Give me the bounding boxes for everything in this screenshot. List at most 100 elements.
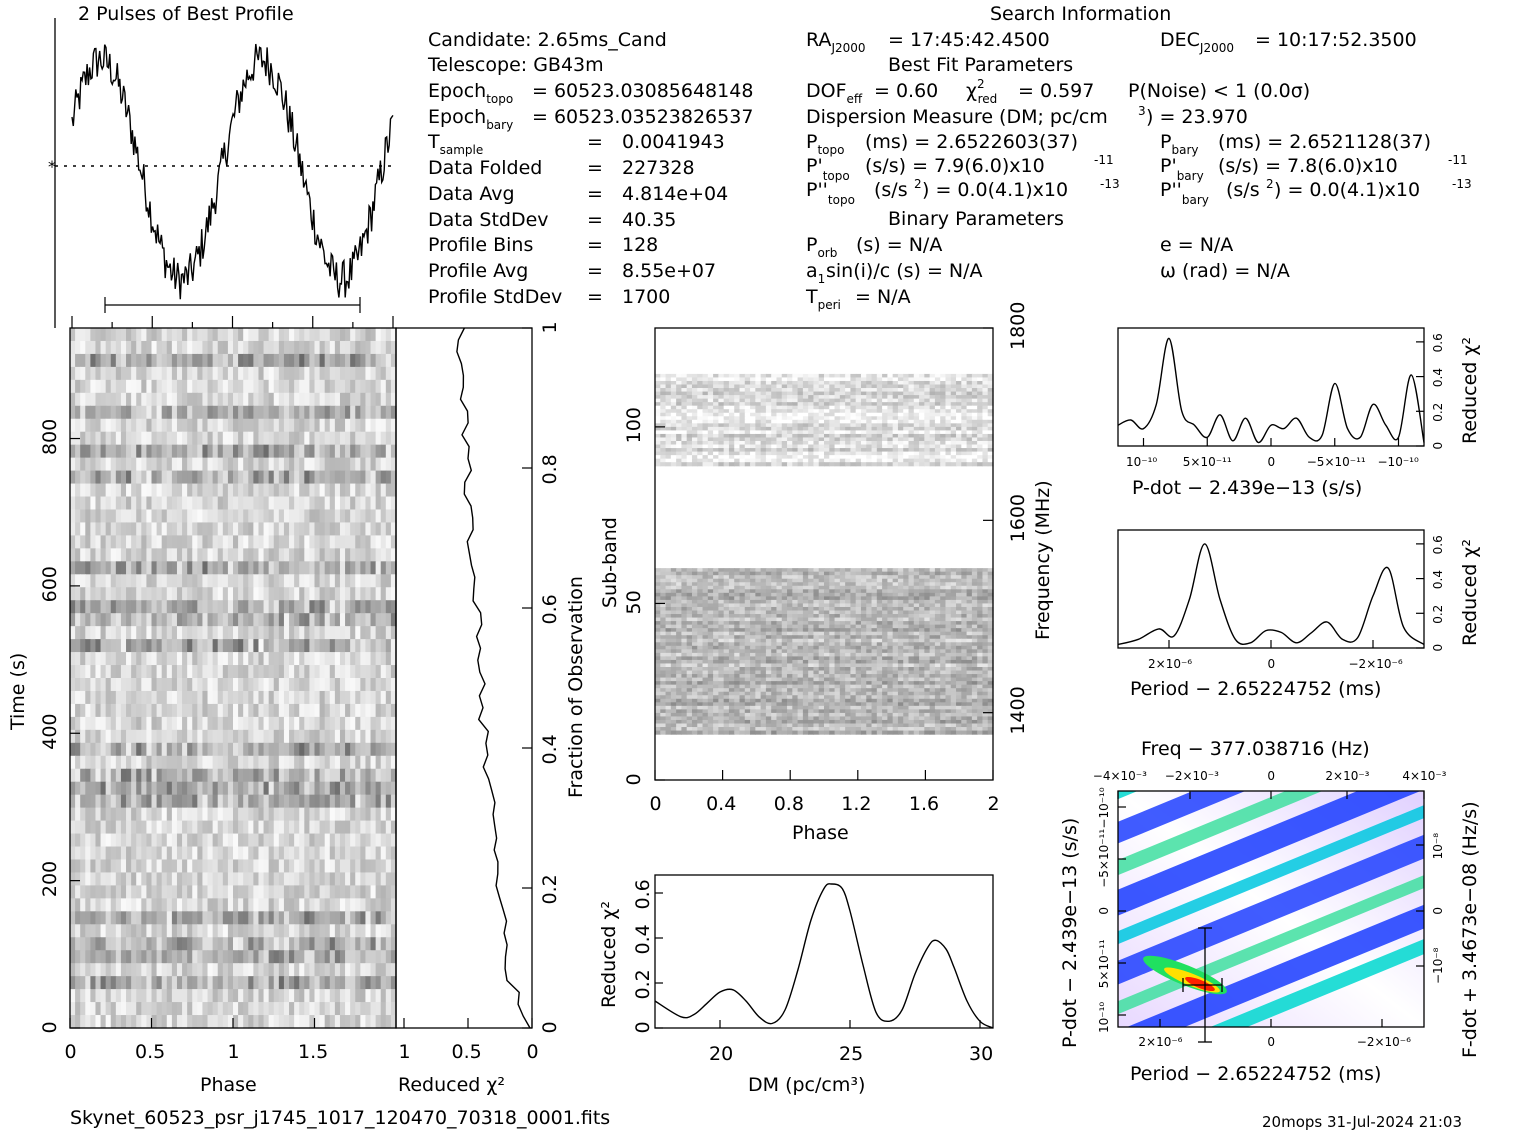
heatmap-cell: [924, 398, 931, 403]
heatmap-cell: [156, 898, 163, 912]
heatmap-cell: [115, 665, 122, 679]
heatmap-cell: [253, 328, 260, 342]
heatmap-cell: [390, 846, 397, 861]
heatmap-cell: [120, 690, 127, 705]
heatmap-cell: [243, 898, 249, 912]
heatmap-cell: [217, 340, 224, 355]
heatmap-cell: [390, 405, 397, 420]
heatmap-cell: [80, 911, 86, 925]
heatmap-cell: [182, 794, 188, 809]
heatmap-cell: [940, 398, 947, 403]
heatmap-cell: [309, 522, 316, 536]
heatmap-cell: [744, 384, 751, 389]
heatmap-cell: [278, 989, 285, 1003]
heatmap-cell: [787, 423, 793, 428]
heatmap-cell: [360, 379, 367, 394]
heatmap-cell: [771, 444, 778, 449]
heatmap-cell: [829, 398, 836, 403]
heatmap-cell: [187, 470, 193, 485]
heatmap-cell: [141, 496, 147, 511]
heatmap-cell: [192, 703, 198, 718]
heatmap-cell: [100, 846, 107, 861]
heatmap-cell: [665, 398, 672, 403]
heatmap-cell: [126, 729, 132, 744]
heatmap-cell: [299, 976, 305, 990]
heatmap-cell: [787, 373, 793, 379]
heatmap-cell: [85, 898, 91, 912]
heatmap-cell: [105, 794, 112, 809]
heatmap-cell: [90, 937, 97, 951]
heatmap-cell: [818, 416, 825, 421]
heatmap-cell: [355, 431, 361, 446]
heatmap-cell: [385, 574, 392, 588]
heatmap-cell: [217, 989, 224, 1003]
heatmap-cell: [734, 373, 741, 379]
heatmap-cell: [171, 652, 178, 666]
heatmap-cell: [755, 380, 762, 386]
heatmap-cell: [760, 433, 767, 439]
heatmap-cell: [866, 444, 873, 449]
info-tsample: 0.0041943: [622, 131, 725, 153]
heatmap-cell: [70, 328, 76, 342]
heatmap-cell: [380, 431, 387, 446]
heatmap-cell: [345, 859, 351, 874]
heatmap-cell: [370, 639, 377, 653]
heatmap-cell: [146, 431, 153, 446]
heatmap-cell: [105, 626, 112, 640]
heatmap-cell: [744, 391, 751, 396]
heatmap-cell: [797, 409, 804, 414]
heatmap-cell: [95, 626, 102, 640]
heatmap-cell: [350, 678, 356, 692]
heatmap-cell: [765, 441, 772, 446]
heatmap-cell: [845, 391, 852, 396]
heatmap-cell: [197, 729, 204, 744]
heatmap-cell: [233, 794, 239, 809]
heatmap-cell: [850, 398, 857, 403]
heatmap-cell: [120, 522, 127, 536]
heatmap-cell: [686, 405, 693, 410]
heatmap-cell: [299, 509, 305, 524]
heatmap-cell: [80, 924, 86, 938]
heatmap-cell: [924, 402, 931, 407]
heatmap-cell: [345, 690, 351, 705]
heatmap-cell: [248, 561, 254, 575]
heatmap-cell: [961, 416, 968, 421]
heatmap-cell: [202, 574, 209, 588]
heatmap-cell: [278, 444, 285, 459]
heatmap-cell: [233, 626, 239, 640]
heatmap-cell: [187, 898, 193, 912]
heatmap-cell: [146, 703, 153, 718]
heatmap-cell: [670, 451, 677, 456]
heatmap-cell: [70, 548, 76, 562]
heatmap-cell: [882, 373, 888, 379]
heatmap-cell: [324, 639, 331, 653]
heatmap-cell: [115, 742, 122, 757]
heatmap-cell: [876, 441, 883, 446]
heatmap-cell: [294, 781, 300, 796]
heatmap-cell: [339, 924, 346, 938]
heatmap-cell: [707, 444, 714, 449]
heatmap-cell: [304, 690, 310, 705]
heatmap-cell: [100, 963, 107, 977]
heatmap-cell: [161, 678, 168, 692]
heatmap-cell: [734, 448, 741, 453]
heatmap-cell: [375, 457, 382, 472]
heatmap-cell: [370, 328, 377, 342]
heatmap-cell: [882, 433, 888, 439]
heatmap-cell: [385, 729, 392, 744]
heatmap-cell: [339, 444, 346, 459]
heatmap-cell: [141, 976, 147, 990]
heatmap-cell: [233, 548, 239, 562]
heatmap-cell: [755, 444, 762, 449]
heatmap-cell: [227, 444, 234, 459]
heatmap-cell: [892, 416, 899, 421]
heatmap-cell: [176, 989, 183, 1003]
heatmap-cell: [110, 846, 117, 861]
heatmap-cell: [966, 398, 973, 403]
heatmap-cell: [982, 395, 989, 400]
heatmap-cell: [182, 716, 188, 731]
heatmap-cell: [760, 416, 767, 421]
heatmap-cell: [375, 561, 382, 575]
heatmap-cell: [360, 872, 367, 886]
heatmap-cell: [950, 419, 957, 424]
